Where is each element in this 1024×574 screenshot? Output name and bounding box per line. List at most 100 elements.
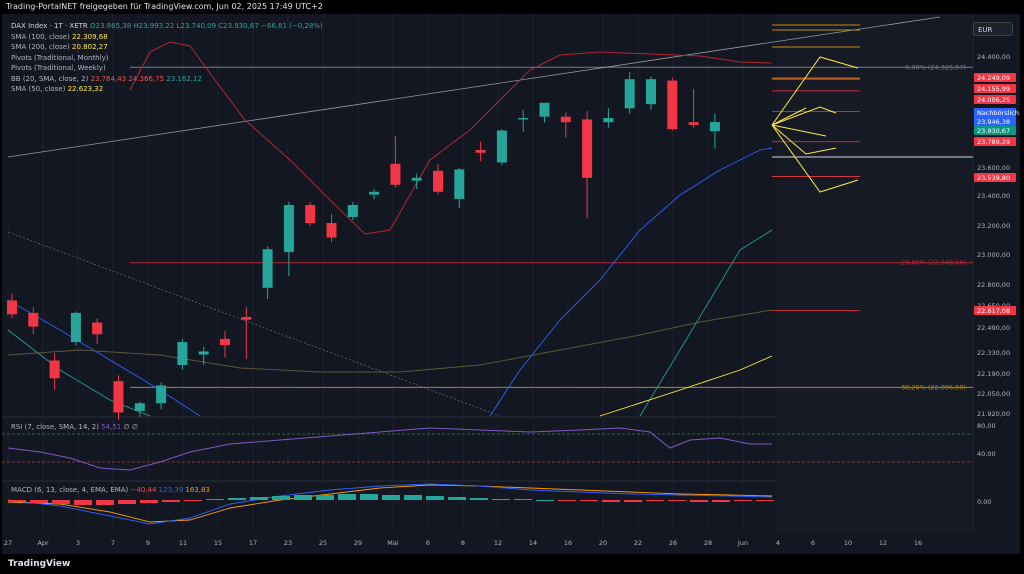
legend-ohlc: O23.865,38 H23.993,22 L23.740,09 C23.930… [90, 22, 323, 30]
legend-bb-row[interactable]: BB (20, SMA, close, 2) 23.764,43 24.366,… [11, 74, 323, 85]
macd-bar [74, 500, 92, 505]
candle-body [49, 360, 60, 379]
macd-bar [734, 500, 752, 501]
price-tag-bg [974, 95, 1016, 104]
rsi-pane: 80,00 40,00 [2, 422, 996, 463]
legend-symbol[interactable]: DAX Index · 1T · XETR [11, 22, 88, 30]
legend-sma50-value: 22.623,32 [67, 85, 104, 93]
rsi-legend[interactable]: RSI (7, close, SMA, 14, 2) 54,51 ∅ ∅ [11, 423, 138, 431]
x-tick-label: 4 [776, 539, 780, 547]
candle-body [347, 205, 358, 217]
candle-body [134, 403, 145, 411]
y-tick-label: 22.190,00 [977, 370, 1010, 378]
macd-bar [756, 500, 774, 501]
fib-label-0: 0,00% (24.325,97) [905, 63, 966, 71]
y-tick-label: 23.600,00 [977, 164, 1010, 172]
macd-bar [536, 500, 554, 501]
macd-v3: 163,83 [185, 486, 210, 494]
projection-arrow-2 [771, 107, 807, 126]
macd-signal [7, 484, 773, 523]
candles[interactable] [7, 72, 720, 421]
y-tick-label: 22.330,00 [977, 349, 1010, 357]
legend-pivots-monthly[interactable]: Pivots (Traditional, Monthly) [11, 53, 323, 64]
projection-arrow-1 [771, 106, 837, 126]
candle-body [241, 317, 252, 320]
macd-bar [470, 498, 488, 500]
macd-bar [250, 497, 268, 500]
macd-line [7, 483, 773, 525]
candle-body [560, 116, 571, 123]
price-tag-bg [974, 126, 1016, 135]
candle-body [92, 322, 103, 335]
time-axis[interactable]: 27 Apr 3 7 9 11 15 17 23 25 29 Mai 6 8 12 14 16 20 22 26 28 J… [4, 539, 922, 547]
x-tick-label: 6 [426, 539, 430, 547]
macd-bar [404, 495, 422, 500]
legend-sma200-value: 20.802,27 [72, 43, 108, 51]
x-tick-label: 16 [914, 539, 922, 547]
macd-bar [294, 495, 312, 500]
rsi-extra: ∅ ∅ [123, 423, 138, 431]
x-tick-label: 28 [704, 539, 712, 547]
projection-arrow-5 [771, 124, 859, 193]
price-tag-bg [974, 173, 1016, 182]
x-tick-label: 26 [669, 539, 677, 547]
x-tick-label: 15 [214, 539, 222, 547]
macd-bar [690, 500, 708, 502]
candle-body [624, 79, 635, 109]
x-tick-label: 22 [634, 539, 642, 547]
legend-sma100-row[interactable]: SMA (100, close) 22.309,68 [11, 32, 323, 43]
rsi-tick: 40,00 [977, 450, 996, 458]
x-tick-label: 27 [4, 539, 12, 547]
currency-button[interactable]: EUR [973, 22, 1013, 36]
macd-bar [162, 500, 180, 502]
price-tag-bg [974, 306, 1016, 315]
legend-sma50-row[interactable]: SMA (50, close) 22.623,32 [11, 84, 323, 95]
rsi-value: 54,51 [101, 423, 122, 431]
price-axis[interactable]: 24.400,00 23.600,00 23.400,00 23.200,00 23.0… [974, 53, 1019, 418]
macd-bar [338, 494, 356, 500]
x-tick-label: 7 [111, 539, 115, 547]
macd-bar [426, 496, 444, 500]
candle-body [646, 79, 656, 105]
macd-bar [448, 497, 466, 500]
candle-body [688, 122, 699, 125]
y-tick-label: 23.000,00 [977, 251, 1010, 259]
footer: TradingView [0, 556, 1024, 574]
macd-bar [228, 498, 246, 500]
price-tag-bg [974, 117, 1016, 126]
macd-bar [206, 499, 224, 500]
macd-bar [30, 500, 48, 503]
chart-frame[interactable]: 0,00% (24.325,97) 23,60% (22.948,66) 38,20… [2, 14, 1020, 554]
candle-body [220, 338, 230, 346]
rsi-label: RSI (7, close, SMA, 14, 2) [11, 423, 99, 431]
legend-sma200-row[interactable]: SMA (200, close) 20.802,27 [11, 42, 323, 53]
candle-body [433, 170, 443, 192]
candle-body [7, 300, 17, 315]
macd-bar [316, 495, 334, 500]
macd-legend[interactable]: MACD (6, 13, close, 4, EMA, EMA) −40,44 … [11, 486, 210, 494]
y-tick-label: 24.400,00 [977, 53, 1010, 61]
legend-pivots-weekly-label: Pivots (Traditional, Weekly) [11, 64, 106, 72]
macd-pane: 0,00 [8, 494, 991, 506]
macd-label: MACD (6, 13, close, 4, EMA, EMA) [11, 486, 129, 494]
legend-pivots-weekly[interactable]: Pivots (Traditional, Weekly) [11, 63, 323, 74]
candle-body [262, 249, 273, 288]
candle-body [390, 163, 401, 185]
macd-bar [646, 500, 664, 501]
bb-upper [129, 41, 773, 235]
legend-bb-v2: 24.366,75 [128, 74, 165, 83]
legend-sma200-label: SMA (200, close) [11, 43, 70, 51]
tradingview-logo[interactable]: TradingView [8, 559, 71, 569]
indicator-overlays: 0,00% (24.325,97) 23,60% (22.948,66) 38,20… [7, 16, 973, 525]
macd-bar [360, 494, 378, 500]
price-chart[interactable]: 0,00% (24.325,97) 23,60% (22.948,66) 38,20… [2, 14, 1020, 554]
legend-bb-v1: 23.764,43 [90, 74, 127, 83]
legend-bb-v3: 23.162,12 [166, 74, 202, 83]
candle-body [369, 191, 380, 195]
rsi-tick: 80,00 [977, 422, 996, 430]
legend-symbol-row: DAX Index · 1T · XETR O23.865,38 H23.993… [11, 21, 323, 32]
chart-legend: DAX Index · 1T · XETR O23.865,38 H23.993… [11, 21, 323, 95]
x-tick-label: 29 [354, 539, 362, 547]
candle-body [475, 149, 486, 153]
candle-body [177, 342, 188, 365]
